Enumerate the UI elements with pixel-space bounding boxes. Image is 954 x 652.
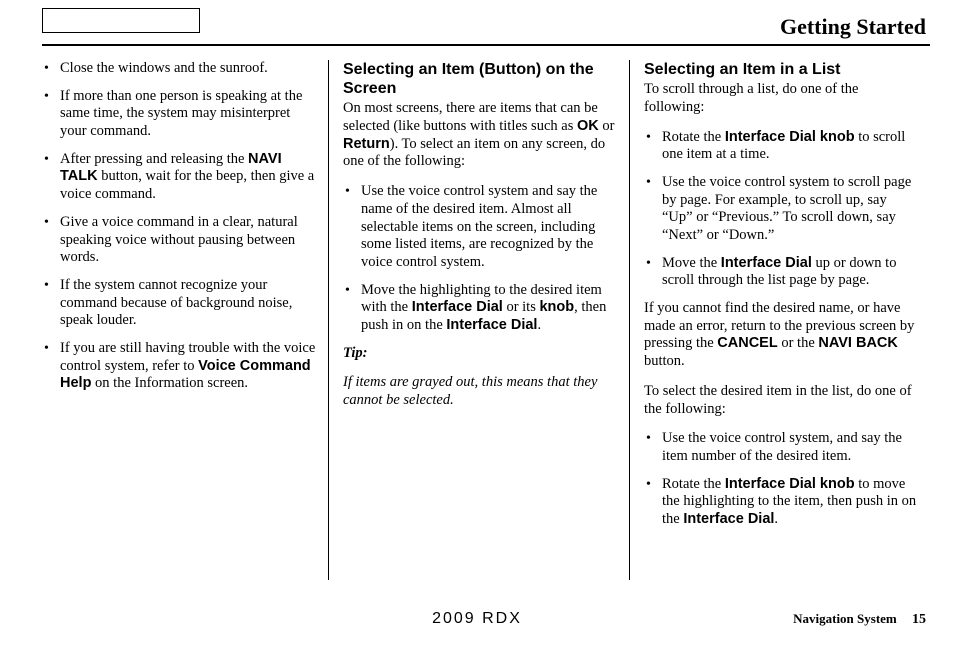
section-intro: On most screens, there are items that ca… <box>343 100 619 171</box>
section-intro: To scroll through a list, do one of the … <box>644 81 920 116</box>
footer-system-label: Navigation System <box>793 611 897 626</box>
middle-list: Use the voice control system and say the… <box>343 183 619 335</box>
list-item: Use the voice control system to scroll p… <box>644 174 920 245</box>
right-list-2: Use the voice control system, and say th… <box>644 430 920 528</box>
section-heading: Selecting an Item (Button) on the Screen <box>343 60 619 98</box>
paragraph: If you cannot find the desired name, or … <box>644 300 920 371</box>
list-item: Move the highlighting to the desired ite… <box>343 282 619 335</box>
paragraph: To select the desired item in the list, … <box>644 383 920 418</box>
list-item: If the system cannot recognize your comm… <box>42 277 318 330</box>
header-blank-box <box>42 8 200 33</box>
left-list: Close the windows and the sunroof. If mo… <box>42 60 318 393</box>
column-left: Close the windows and the sunroof. If mo… <box>42 60 328 580</box>
footer-page-number: 15 <box>912 612 926 627</box>
right-list-1: Rotate the Interface Dial knob to scroll… <box>644 129 920 291</box>
list-item: Use the voice control system and say the… <box>343 183 619 271</box>
tip-body: If items are grayed out, this means that… <box>343 374 619 409</box>
column-middle: Selecting an Item (Button) on the Screen… <box>328 60 629 580</box>
content-columns: Close the windows and the sunroof. If mo… <box>42 60 930 580</box>
list-item: Close the windows and the sunroof. <box>42 60 318 78</box>
list-item: After pressing and releasing the NAVI TA… <box>42 151 318 204</box>
header-rule <box>42 44 930 46</box>
column-right: Selecting an Item in a List To scroll th… <box>629 60 930 580</box>
list-item: Rotate the Interface Dial knob to move t… <box>644 476 920 529</box>
list-item: Give a voice command in a clear, natural… <box>42 214 318 267</box>
list-item: Move the Interface Dial up or down to sc… <box>644 255 920 290</box>
footer-page-info: Navigation System 15 <box>793 611 926 628</box>
list-item: If more than one person is speaking at t… <box>42 88 318 141</box>
tip-label: Tip: <box>343 345 619 363</box>
list-item: Rotate the Interface Dial knob to scroll… <box>644 129 920 164</box>
list-item: If you are still having trouble with the… <box>42 340 318 393</box>
list-item: Use the voice control system, and say th… <box>644 430 920 465</box>
page-title: Getting Started <box>780 14 926 40</box>
section-heading: Selecting an Item in a List <box>644 60 920 79</box>
